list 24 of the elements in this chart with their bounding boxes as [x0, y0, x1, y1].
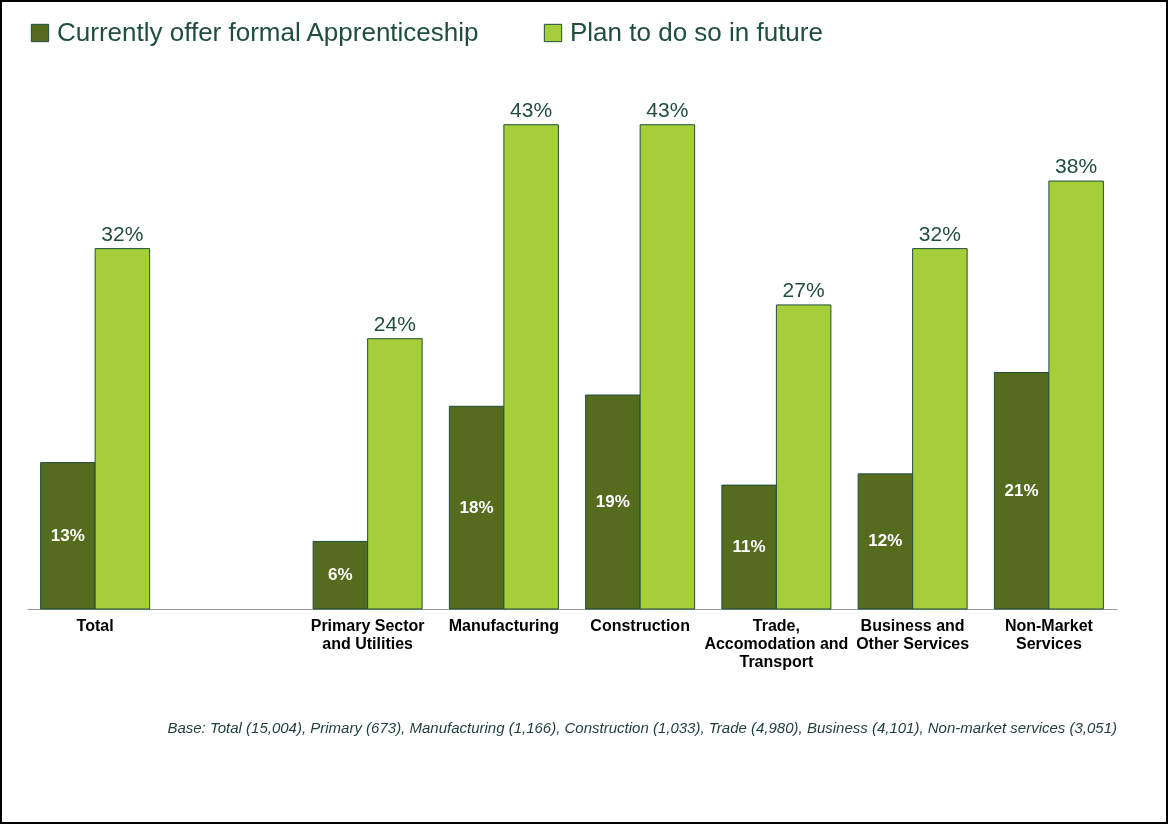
x-tick-label: Business and Other Services [856, 616, 970, 652]
x-tick-label: Trade, Accomodation and Transport [704, 616, 849, 670]
legend-label: Plan to do so in future [570, 17, 823, 47]
x-tick-label: Non-Market Services [1004, 616, 1094, 652]
data-label: 21% [1004, 480, 1039, 500]
text: Base: Total (15,004), Primary (673), Manufacturing (1,166), Construction (1,033), Trade (4,980), Business (4,101), Non-market services (3,051) [167, 719, 1117, 736]
data-label: 27% [782, 277, 825, 301]
x-tick-label: Construction [590, 616, 690, 634]
data-label: 19% [595, 492, 630, 512]
data-label: 24% [373, 311, 416, 335]
data-label: 32% [918, 221, 961, 245]
x-tick-label: Manufacturing [448, 616, 559, 634]
data-label: 43% [646, 97, 689, 121]
data-label: 12% [868, 531, 903, 551]
data-label: 11% [732, 537, 766, 557]
data-label: 13% [50, 525, 85, 545]
x-tick-label: Primary Sector and Utilities [310, 616, 425, 652]
x-tick-label: Total [76, 616, 114, 634]
legend-label: Currently offer formal Apprenticeship [57, 17, 479, 47]
data-label: 6% [328, 565, 353, 585]
data-label: 18% [459, 497, 494, 517]
data-label: 38% [1055, 154, 1098, 178]
data-label: 43% [510, 97, 553, 121]
data-label: 32% [101, 221, 144, 245]
